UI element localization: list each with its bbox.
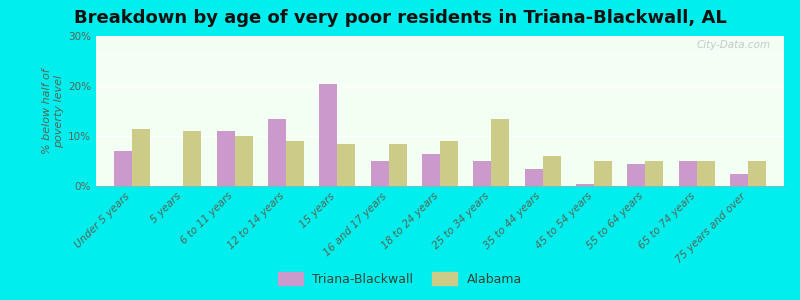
Bar: [217, 131, 234, 186]
Bar: [132, 128, 150, 186]
Text: Breakdown by age of very poor residents in Triana-Blackwall, AL: Breakdown by age of very poor residents …: [74, 9, 726, 27]
Bar: [370, 161, 389, 186]
Bar: [96, 0, 784, 6]
Bar: [96, 51, 784, 96]
Bar: [96, 6, 784, 51]
Bar: [234, 136, 253, 186]
Text: City-Data.com: City-Data.com: [696, 40, 770, 50]
Y-axis label: % below half of
poverty level: % below half of poverty level: [42, 68, 64, 154]
Bar: [319, 83, 338, 186]
Bar: [422, 154, 440, 186]
Bar: [678, 161, 697, 186]
Bar: [525, 169, 542, 186]
Bar: [491, 118, 510, 186]
Bar: [389, 143, 406, 186]
Bar: [576, 184, 594, 186]
Bar: [748, 161, 766, 186]
Bar: [286, 141, 304, 186]
Bar: [730, 173, 748, 186]
Bar: [697, 161, 714, 186]
Bar: [268, 118, 286, 186]
Bar: [114, 151, 132, 186]
Bar: [183, 131, 202, 186]
Bar: [96, 96, 784, 141]
Legend: Triana-Blackwall, Alabama: Triana-Blackwall, Alabama: [273, 267, 527, 291]
Bar: [96, 141, 784, 186]
Bar: [542, 156, 561, 186]
Bar: [646, 161, 663, 186]
Bar: [338, 143, 355, 186]
Bar: [474, 161, 491, 186]
Bar: [594, 161, 612, 186]
Bar: [627, 164, 646, 186]
Bar: [440, 141, 458, 186]
